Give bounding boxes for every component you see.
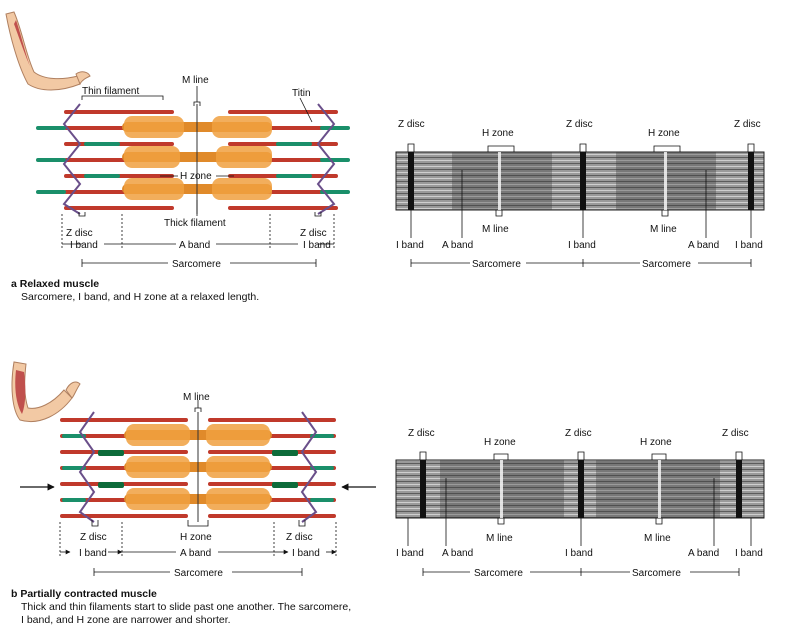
mic-a-i-band-3: I band bbox=[735, 240, 763, 251]
z-discs-contracted bbox=[78, 411, 318, 523]
thick-filament-label: Thick filament bbox=[164, 218, 226, 229]
z-disc-right-label: Z disc bbox=[300, 228, 327, 239]
i-band-left-label-b: I band bbox=[79, 548, 107, 559]
i-band-right-label: I band bbox=[303, 240, 331, 251]
a-band-label: A band bbox=[179, 240, 210, 251]
mic-a-h-zone-2: H zone bbox=[648, 128, 680, 139]
micrograph-relaxed-callouts bbox=[407, 143, 755, 267]
mic-a-i-band-2: I band bbox=[568, 240, 596, 251]
thick-filaments-relaxed bbox=[122, 116, 272, 200]
mic-b-i-band-2: I band bbox=[565, 548, 593, 559]
z-disc-left-label: Z disc bbox=[66, 228, 93, 239]
mic-b-z-disc-2: Z disc bbox=[565, 428, 592, 439]
sarcomere-label-b: Sarcomere bbox=[174, 568, 223, 579]
mic-a-a-band-1: A band bbox=[442, 240, 473, 251]
z-discs-relaxed bbox=[62, 103, 336, 215]
mic-a-h-zone-1: H zone bbox=[482, 128, 514, 139]
m-line-label: M line bbox=[182, 75, 209, 86]
mic-b-h-zone-2: H zone bbox=[640, 437, 672, 448]
h-zone-label-b: H zone bbox=[180, 532, 212, 543]
mic-b-h-zone-1: H zone bbox=[484, 437, 516, 448]
micrograph-relaxed bbox=[395, 151, 765, 211]
caption-b: b Partially contracted muscle Thick and … bbox=[11, 588, 351, 627]
thin-filament-label: Thin filament bbox=[82, 86, 139, 97]
micrograph-contracted bbox=[395, 459, 765, 519]
caption-a: a Relaxed muscle Sarcomere, I band, and … bbox=[11, 278, 259, 304]
mic-a-i-band-1: I band bbox=[396, 240, 424, 251]
sarcomere-diagram-relaxed bbox=[36, 86, 350, 267]
caption-a-title: a Relaxed muscle bbox=[11, 278, 100, 290]
arm-contracted-icon bbox=[11, 361, 81, 422]
mic-a-sarcomere-1: Sarcomere bbox=[472, 259, 521, 270]
titin-label: Titin bbox=[292, 88, 311, 99]
mic-a-sarcomere-2: Sarcomere bbox=[642, 259, 691, 270]
arm-relaxed-icon bbox=[5, 11, 91, 91]
mic-b-z-disc-3: Z disc bbox=[722, 428, 749, 439]
titin-coils-relaxed bbox=[36, 126, 350, 194]
thick-filaments-contracted bbox=[124, 424, 272, 510]
mic-b-m-line-2: M line bbox=[644, 533, 671, 544]
m-line-label-b: M line bbox=[183, 392, 210, 403]
mic-a-a-band-2: A band bbox=[688, 240, 719, 251]
mic-a-z-disc-2: Z disc bbox=[566, 119, 593, 130]
mic-b-m-line-1: M line bbox=[486, 533, 513, 544]
sarcomere-label: Sarcomere bbox=[172, 259, 221, 270]
mic-b-i-band-1: I band bbox=[396, 548, 424, 559]
caption-b-text-1: Thick and thin filaments start to slide … bbox=[21, 601, 352, 613]
i-band-right-label-b: I band bbox=[292, 548, 320, 559]
mic-a-m-line-1: M line bbox=[482, 224, 509, 235]
caption-b-title: b Partially contracted muscle bbox=[11, 588, 157, 600]
z-disc-left-label-b: Z disc bbox=[80, 532, 107, 543]
mic-b-z-disc-1: Z disc bbox=[408, 428, 435, 439]
mic-b-sarcomere-1: Sarcomere bbox=[474, 568, 523, 579]
i-band-left-label: I band bbox=[70, 240, 98, 251]
z-disc-right-label-b: Z disc bbox=[286, 532, 313, 543]
mic-b-a-band-2: A band bbox=[688, 548, 719, 559]
mic-a-z-disc-1: Z disc bbox=[398, 119, 425, 130]
caption-a-text: Sarcomere, I band, and H zone at a relax… bbox=[21, 291, 260, 303]
caption-b-text-2: I band, and H zone are narrower and shor… bbox=[21, 614, 231, 626]
a-band-label-b: A band bbox=[180, 548, 211, 559]
mic-b-i-band-3: I band bbox=[735, 548, 763, 559]
mic-a-z-disc-3: Z disc bbox=[734, 119, 761, 130]
h-zone-label: H zone bbox=[180, 171, 212, 182]
micrograph-contracted-callouts bbox=[407, 451, 752, 576]
titin-coils-contracted bbox=[62, 434, 334, 502]
sarcomere-diagram-contracted bbox=[20, 400, 376, 576]
mic-b-sarcomere-2: Sarcomere bbox=[632, 568, 681, 579]
mic-a-m-line-2: M line bbox=[650, 224, 677, 235]
mic-b-a-band-1: A band bbox=[442, 548, 473, 559]
